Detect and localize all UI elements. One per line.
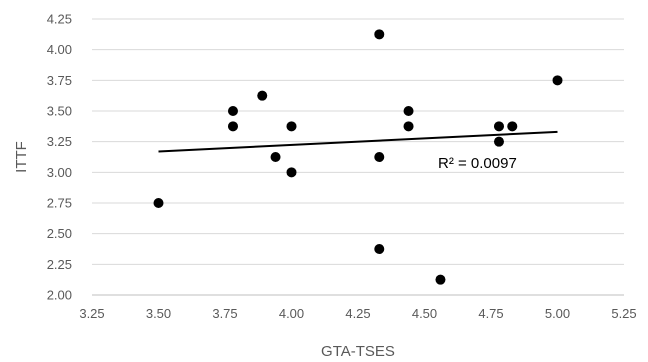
y-tick-label: 2.75 bbox=[47, 196, 72, 211]
r-squared-label: R² = 0.0097 bbox=[438, 155, 517, 172]
data-point bbox=[374, 152, 385, 162]
data-point bbox=[286, 167, 297, 178]
x-tick-label: 4.00 bbox=[279, 306, 304, 321]
data-point bbox=[435, 274, 446, 285]
data-point bbox=[153, 198, 164, 208]
data-point bbox=[257, 90, 268, 101]
x-tick-label: 4.75 bbox=[478, 306, 503, 321]
data-point bbox=[493, 121, 504, 132]
x-tick-label: 4.25 bbox=[345, 306, 370, 321]
data-point bbox=[374, 29, 385, 40]
y-tick-label: 3.50 bbox=[47, 104, 72, 119]
data-point bbox=[374, 244, 385, 254]
y-tick-label: 4.00 bbox=[47, 42, 72, 57]
data-point bbox=[403, 121, 414, 132]
data-point bbox=[507, 121, 518, 132]
data-point bbox=[227, 121, 238, 132]
y-tick-label: 2.25 bbox=[47, 257, 72, 272]
data-point bbox=[286, 121, 297, 132]
y-tick-label: 3.25 bbox=[47, 134, 72, 149]
x-axis-title: GTA-TSES bbox=[321, 343, 395, 360]
data-point bbox=[493, 136, 504, 147]
y-tick-label: 4.25 bbox=[47, 12, 72, 27]
x-tick-labels: 3.25 3.50 3.75 4.00 4.25 4.50 4.75 5.00 5.25 bbox=[79, 306, 636, 321]
x-tick-label: 3.25 bbox=[79, 306, 104, 321]
data-point bbox=[270, 152, 281, 162]
y-tick-label: 2.00 bbox=[47, 288, 72, 303]
y-tick-label: 3.00 bbox=[47, 165, 72, 180]
x-tick-label: 5.25 bbox=[611, 306, 636, 321]
data-points bbox=[153, 29, 563, 285]
data-point bbox=[403, 106, 414, 116]
x-tick-label: 3.50 bbox=[146, 306, 171, 321]
data-point bbox=[552, 75, 563, 86]
y-tick-label: 2.50 bbox=[47, 226, 72, 241]
x-tick-label: 4.50 bbox=[412, 306, 437, 321]
x-tick-label: 5.00 bbox=[545, 306, 570, 321]
y-tick-label: 3.75 bbox=[47, 73, 72, 88]
data-point bbox=[227, 106, 238, 116]
trendline bbox=[158, 130, 558, 153]
y-axis-title: ITTF bbox=[13, 141, 30, 173]
y-tick-labels: 2.00 2.25 2.50 2.75 3.00 3.25 3.50 3.75 4.00 4.25 bbox=[47, 12, 72, 303]
x-tick-label: 3.75 bbox=[212, 306, 237, 321]
